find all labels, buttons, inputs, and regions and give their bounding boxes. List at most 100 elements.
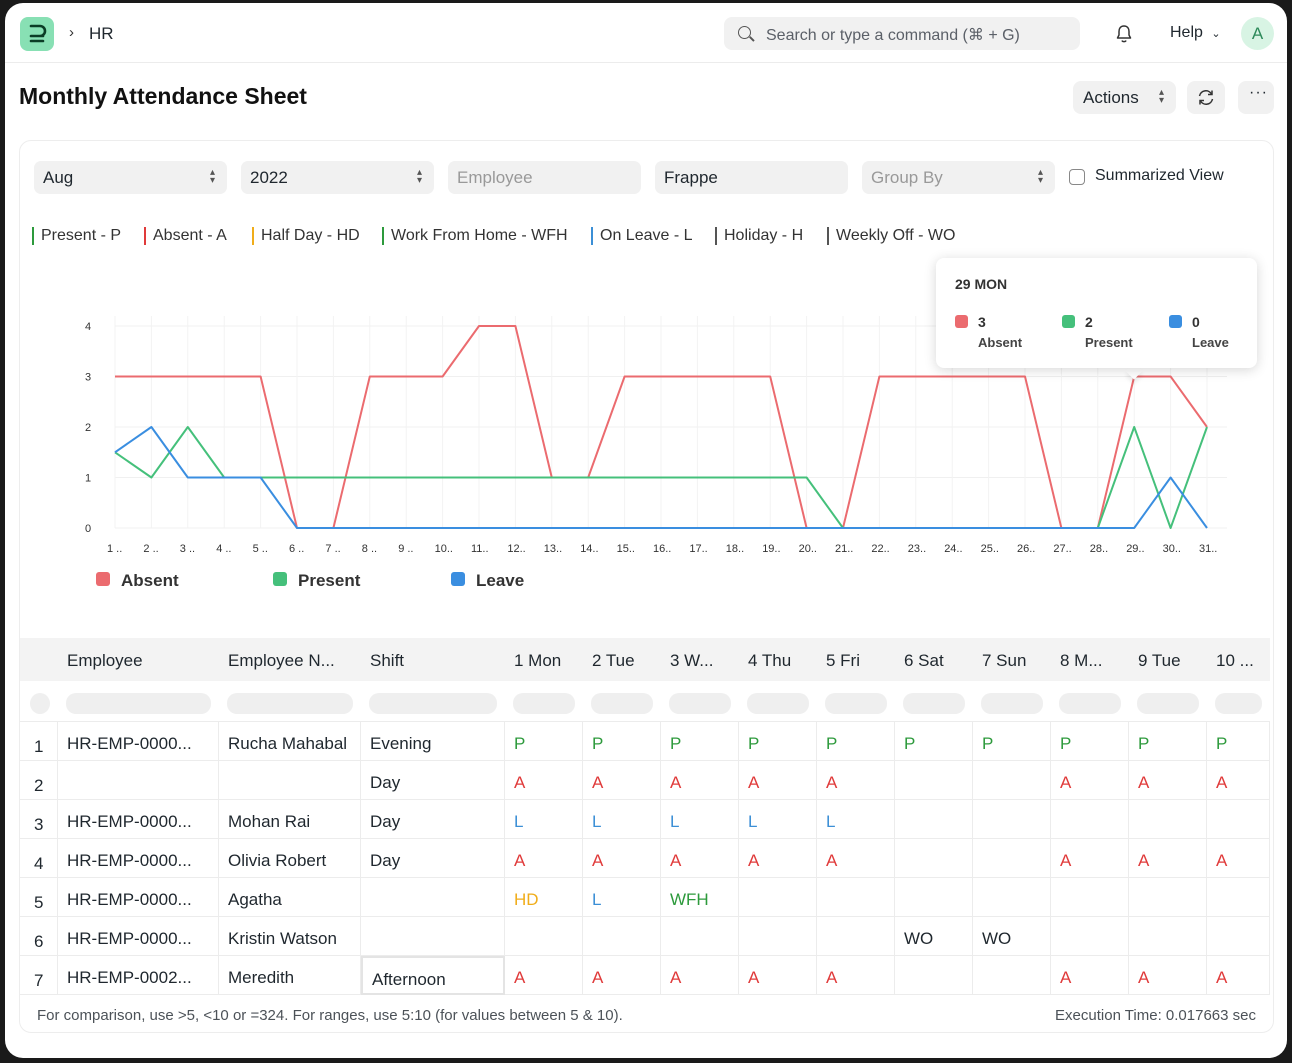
column-filter-input[interactable] — [825, 693, 887, 714]
day-status-cell[interactable]: A — [661, 761, 739, 800]
column-header[interactable]: 5 Fri — [826, 651, 860, 670]
shift-cell[interactable] — [361, 917, 505, 956]
day-status-cell[interactable]: P — [1129, 722, 1207, 761]
day-status-cell[interactable]: WFH — [661, 878, 739, 917]
company-filter[interactable]: Frappe — [655, 161, 848, 194]
column-filter-input[interactable] — [513, 693, 575, 714]
day-status-cell[interactable] — [661, 917, 739, 956]
day-status-cell[interactable] — [1051, 800, 1129, 839]
day-status-cell[interactable]: P — [505, 722, 583, 761]
employee-cell[interactable]: HR-EMP-0000... — [58, 878, 219, 917]
column-header[interactable]: 6 Sat — [904, 651, 944, 670]
day-status-cell[interactable] — [739, 917, 817, 956]
column-filter-input[interactable] — [747, 693, 809, 714]
employee-name-cell[interactable]: Meredith — [219, 956, 361, 995]
column-filter-input[interactable] — [1215, 693, 1262, 714]
day-status-cell[interactable]: A — [661, 839, 739, 878]
column-filter-input[interactable] — [227, 693, 353, 714]
employee-name-cell[interactable]: Mohan Rai — [219, 800, 361, 839]
employee-name-cell[interactable]: Olivia Robert — [219, 839, 361, 878]
notification-bell-icon[interactable] — [1115, 24, 1133, 44]
day-status-cell[interactable]: P — [817, 722, 895, 761]
column-header[interactable]: 2 Tue — [592, 651, 635, 670]
day-status-cell[interactable]: A — [817, 956, 895, 995]
day-status-cell[interactable] — [817, 878, 895, 917]
day-status-cell[interactable]: A — [661, 956, 739, 995]
day-status-cell[interactable]: A — [583, 956, 661, 995]
help-menu[interactable]: Help ⌄ — [1170, 24, 1221, 42]
employee-name-cell[interactable]: Agatha — [219, 878, 361, 917]
shift-cell[interactable] — [361, 878, 505, 917]
day-status-cell[interactable]: P — [895, 722, 973, 761]
day-status-cell[interactable]: L — [739, 800, 817, 839]
day-status-cell[interactable]: P — [661, 722, 739, 761]
column-header[interactable]: 9 Tue — [1138, 651, 1181, 670]
shift-cell[interactable]: Day — [361, 800, 505, 839]
day-status-cell[interactable] — [739, 878, 817, 917]
employee-filter[interactable]: Employee — [448, 161, 641, 194]
day-status-cell[interactable] — [1129, 800, 1207, 839]
day-status-cell[interactable]: A — [1207, 761, 1270, 800]
day-status-cell[interactable]: A — [1207, 839, 1270, 878]
employee-cell[interactable]: HR-EMP-0000... — [58, 800, 219, 839]
day-status-cell[interactable] — [895, 761, 973, 800]
column-filter-input[interactable] — [669, 693, 731, 714]
day-status-cell[interactable] — [817, 917, 895, 956]
column-filter-input[interactable] — [1059, 693, 1121, 714]
refresh-button[interactable] — [1187, 81, 1225, 114]
column-header[interactable]: 3 W... — [670, 651, 714, 670]
avatar[interactable]: A — [1241, 17, 1274, 50]
day-status-cell[interactable]: L — [583, 878, 661, 917]
column-filter-input[interactable] — [591, 693, 653, 714]
employee-cell[interactable]: HR-EMP-0002... — [58, 956, 219, 995]
day-status-cell[interactable]: A — [1129, 956, 1207, 995]
day-status-cell[interactable]: A — [505, 956, 583, 995]
employee-cell[interactable]: HR-EMP-0000... — [58, 839, 219, 878]
day-status-cell[interactable]: A — [739, 839, 817, 878]
employee-cell[interactable]: HR-EMP-0000... — [58, 917, 219, 956]
day-status-cell[interactable]: A — [1129, 761, 1207, 800]
day-status-cell[interactable]: A — [1051, 956, 1129, 995]
day-status-cell[interactable]: A — [817, 761, 895, 800]
day-status-cell[interactable]: L — [817, 800, 895, 839]
actions-button[interactable]: Actions ▴ ▾ — [1073, 81, 1176, 114]
column-header[interactable]: 10 ... — [1216, 651, 1254, 670]
column-filter-input[interactable] — [1137, 693, 1199, 714]
column-filter-input[interactable] — [981, 693, 1043, 714]
day-status-cell[interactable]: P — [1207, 722, 1270, 761]
day-status-cell[interactable] — [1129, 878, 1207, 917]
day-status-cell[interactable]: P — [973, 722, 1051, 761]
column-header[interactable]: Employee N... — [228, 651, 335, 670]
shift-cell[interactable]: Afternoon — [361, 956, 505, 995]
group-by-select[interactable]: Group By ▴ ▾ — [862, 161, 1055, 194]
day-status-cell[interactable] — [973, 878, 1051, 917]
day-status-cell[interactable] — [973, 839, 1051, 878]
column-header[interactable]: 1 Mon — [514, 651, 562, 670]
day-status-cell[interactable]: A — [583, 839, 661, 878]
day-status-cell[interactable] — [895, 839, 973, 878]
day-status-cell[interactable] — [973, 956, 1051, 995]
column-header[interactable]: 4 Thu — [748, 651, 792, 670]
column-header[interactable]: 8 M... — [1060, 651, 1103, 670]
select-all-toggle[interactable] — [30, 693, 50, 714]
day-status-cell[interactable]: A — [1051, 839, 1129, 878]
summarized-view-checkbox[interactable] — [1069, 169, 1085, 185]
shift-cell[interactable]: Day — [361, 761, 505, 800]
day-status-cell[interactable] — [895, 800, 973, 839]
day-status-cell[interactable] — [895, 878, 973, 917]
column-filter-input[interactable] — [369, 693, 497, 714]
day-status-cell[interactable]: A — [739, 761, 817, 800]
day-status-cell[interactable]: WO — [895, 917, 973, 956]
day-status-cell[interactable]: A — [1207, 956, 1270, 995]
day-status-cell[interactable] — [973, 761, 1051, 800]
shift-cell[interactable]: Evening — [361, 722, 505, 761]
column-header[interactable]: Shift — [370, 651, 405, 670]
day-status-cell[interactable]: A — [583, 761, 661, 800]
day-status-cell[interactable]: A — [739, 956, 817, 995]
day-status-cell[interactable]: A — [1129, 839, 1207, 878]
day-status-cell[interactable]: P — [1051, 722, 1129, 761]
column-header[interactable]: 7 Sun — [982, 651, 1027, 670]
day-status-cell[interactable]: L — [661, 800, 739, 839]
day-status-cell[interactable] — [1207, 800, 1270, 839]
employee-name-cell[interactable] — [219, 761, 361, 800]
